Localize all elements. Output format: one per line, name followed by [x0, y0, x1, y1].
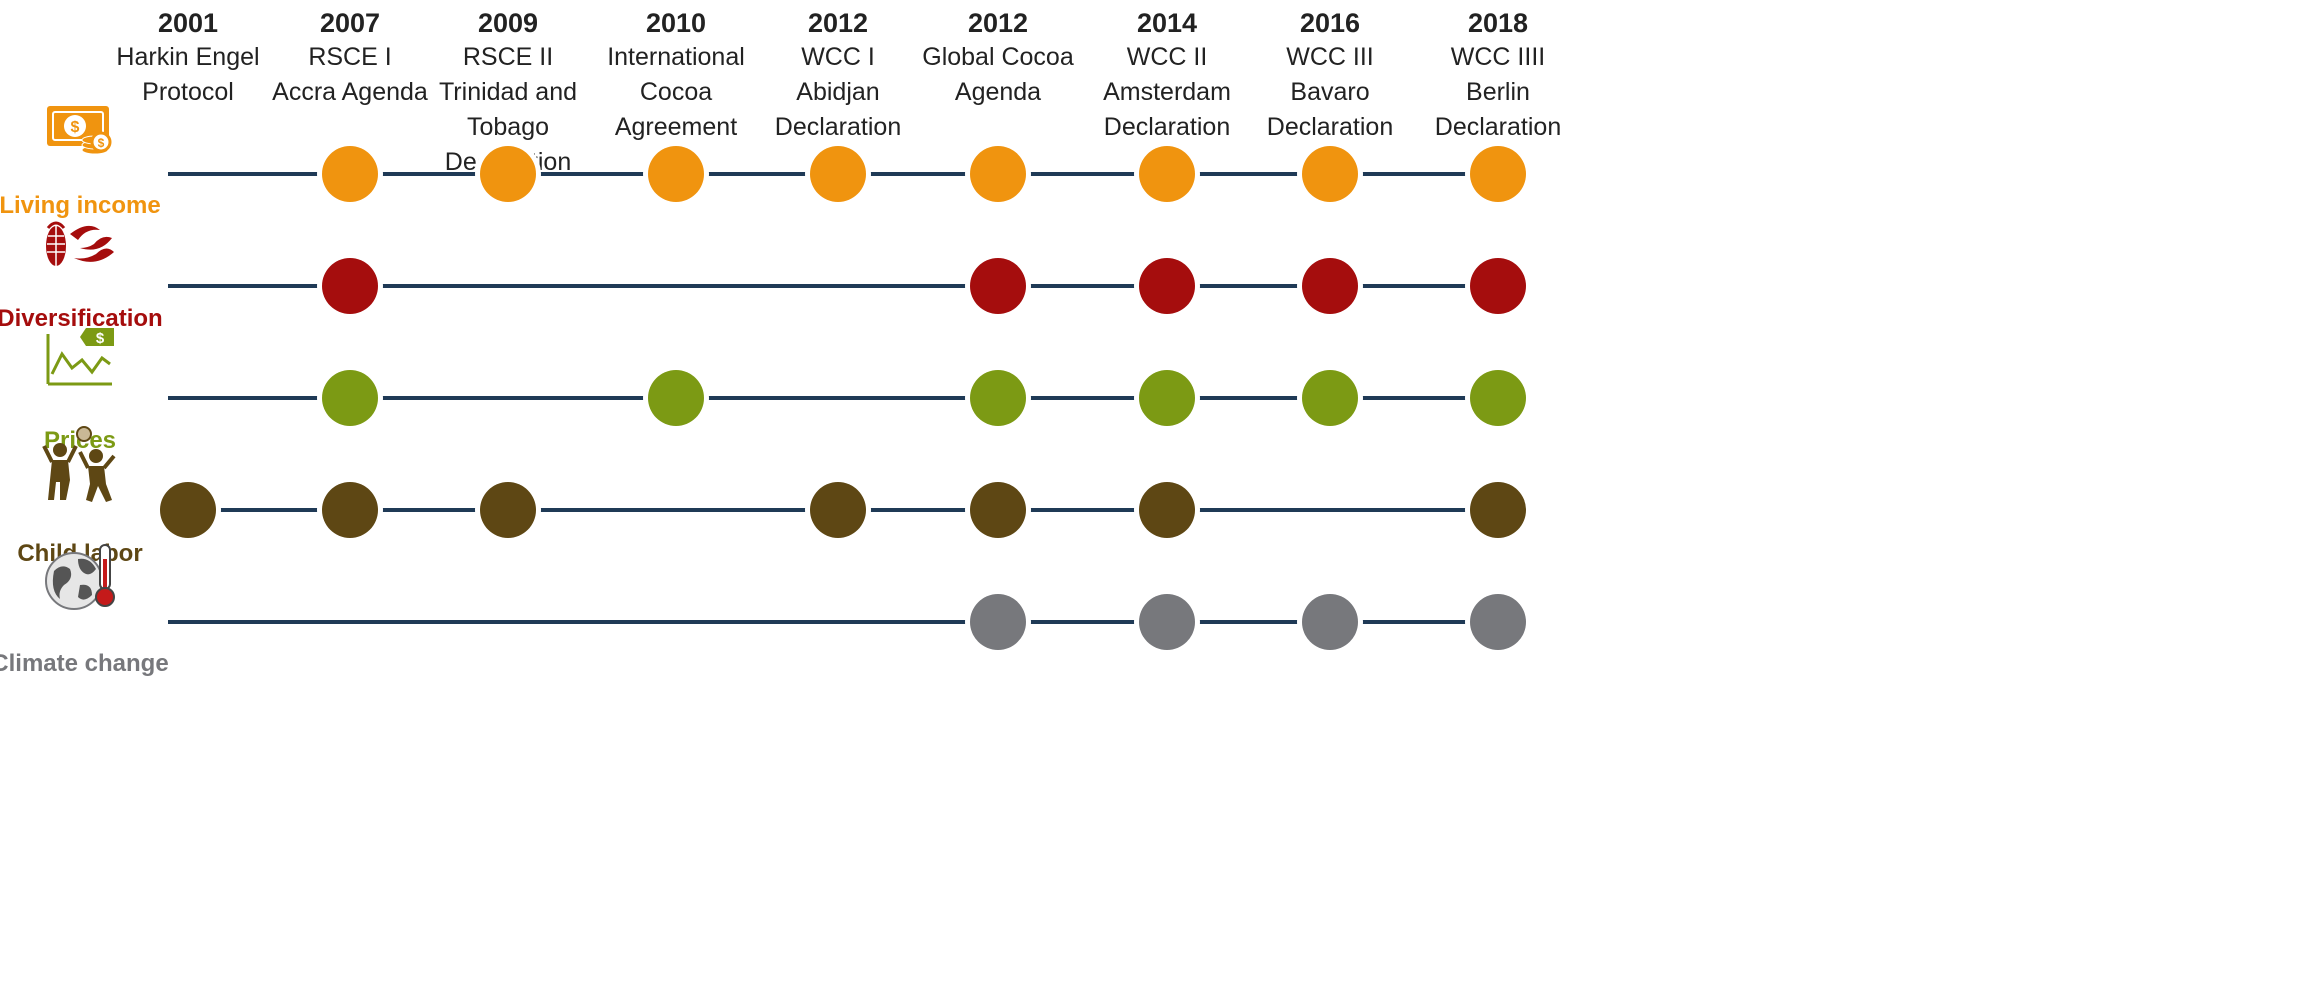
event-2: 2009 RSCE II Trinidad and Tobago Declarat… — [398, 6, 618, 180]
event-year: 2009 — [477, 8, 539, 38]
event-year: 2016 — [1299, 8, 1361, 38]
lane-line — [168, 284, 1500, 288]
event-3: 2010 International Cocoa Agreement — [566, 6, 786, 145]
event-0: 2001 Harkin Engel Protocol — [78, 6, 298, 110]
topic-marker — [160, 482, 216, 538]
topic-marker — [1302, 370, 1358, 426]
topic-marker — [970, 370, 1026, 426]
event-year: 2001 — [157, 8, 219, 38]
svg-text:$: $ — [71, 119, 80, 136]
topic-marker — [322, 258, 378, 314]
topic-marker — [1302, 258, 1358, 314]
price-chart-icon: $ — [42, 324, 118, 393]
topic-marker — [1470, 370, 1526, 426]
event-name: WCC IIII Berlin Declaration — [1434, 43, 1562, 141]
row-label: Diversification — [0, 305, 163, 332]
topic-marker — [480, 146, 536, 202]
event-name: RSCE II Trinidad and Tobago Declaration — [438, 43, 578, 176]
topic-marker — [1302, 146, 1358, 202]
topic-marker — [1470, 258, 1526, 314]
event-year: 2007 — [319, 8, 381, 38]
svg-text:$: $ — [98, 136, 105, 150]
topic-marker — [1302, 594, 1358, 650]
topic-marker — [1139, 370, 1195, 426]
topic-marker — [480, 482, 536, 538]
money-coins-icon: $ $ — [45, 104, 115, 165]
event-name: Harkin Engel Protocol — [116, 43, 260, 106]
event-name: Global Cocoa Agenda — [922, 43, 1074, 106]
event-year: 2018 — [1467, 8, 1529, 38]
topic-marker — [322, 482, 378, 538]
event-name: WCC II Amsterdam Declaration — [1103, 43, 1231, 141]
topic-marker — [970, 146, 1026, 202]
topic-marker — [322, 146, 378, 202]
event-year: 2012 — [807, 8, 869, 38]
topic-marker — [322, 370, 378, 426]
topic-marker — [1470, 146, 1526, 202]
topic-marker — [970, 482, 1026, 538]
topic-marker — [970, 594, 1026, 650]
event-name: International Cocoa Agreement — [607, 43, 745, 141]
topic-marker — [1139, 594, 1195, 650]
children-playing-icon — [40, 426, 120, 511]
topic-marker — [1139, 258, 1195, 314]
event-5: 2012 Global Cocoa Agenda — [888, 6, 1108, 110]
topic-marker — [810, 146, 866, 202]
event-year: 2010 — [645, 8, 707, 38]
topic-marker — [810, 482, 866, 538]
event-7: 2016 WCC III Bavaro Declaration — [1220, 6, 1440, 145]
topic-marker — [1139, 482, 1195, 538]
svg-text:$: $ — [96, 330, 105, 347]
row-label: Living income — [0, 192, 161, 219]
event-8: 2018 WCC IIII Berlin Declaration — [1388, 6, 1608, 145]
globe-thermometer-icon — [40, 541, 120, 620]
topic-marker — [648, 146, 704, 202]
topic-marker — [648, 370, 704, 426]
event-4: 2012 WCC I Abidjan Declaration — [728, 6, 948, 145]
topic-marker — [1470, 482, 1526, 538]
lane-line — [168, 396, 1500, 400]
row-label: Climate change — [0, 650, 169, 677]
event-year: 2014 — [1136, 8, 1198, 38]
topic-marker — [970, 258, 1026, 314]
event-year: 2012 — [967, 8, 1029, 38]
topic-marker — [1139, 146, 1195, 202]
topic-marker — [1470, 594, 1526, 650]
event-name: RSCE I Accra Agenda — [272, 43, 428, 106]
event-6: 2014 WCC II Amsterdam Declaration — [1057, 6, 1277, 145]
event-name: WCC III Bavaro Declaration — [1266, 43, 1394, 141]
crops-icon — [40, 214, 120, 279]
lane-line — [168, 620, 1500, 624]
event-1: 2007 RSCE I Accra Agenda — [240, 6, 460, 110]
event-name: WCC I Abidjan Declaration — [774, 43, 902, 141]
